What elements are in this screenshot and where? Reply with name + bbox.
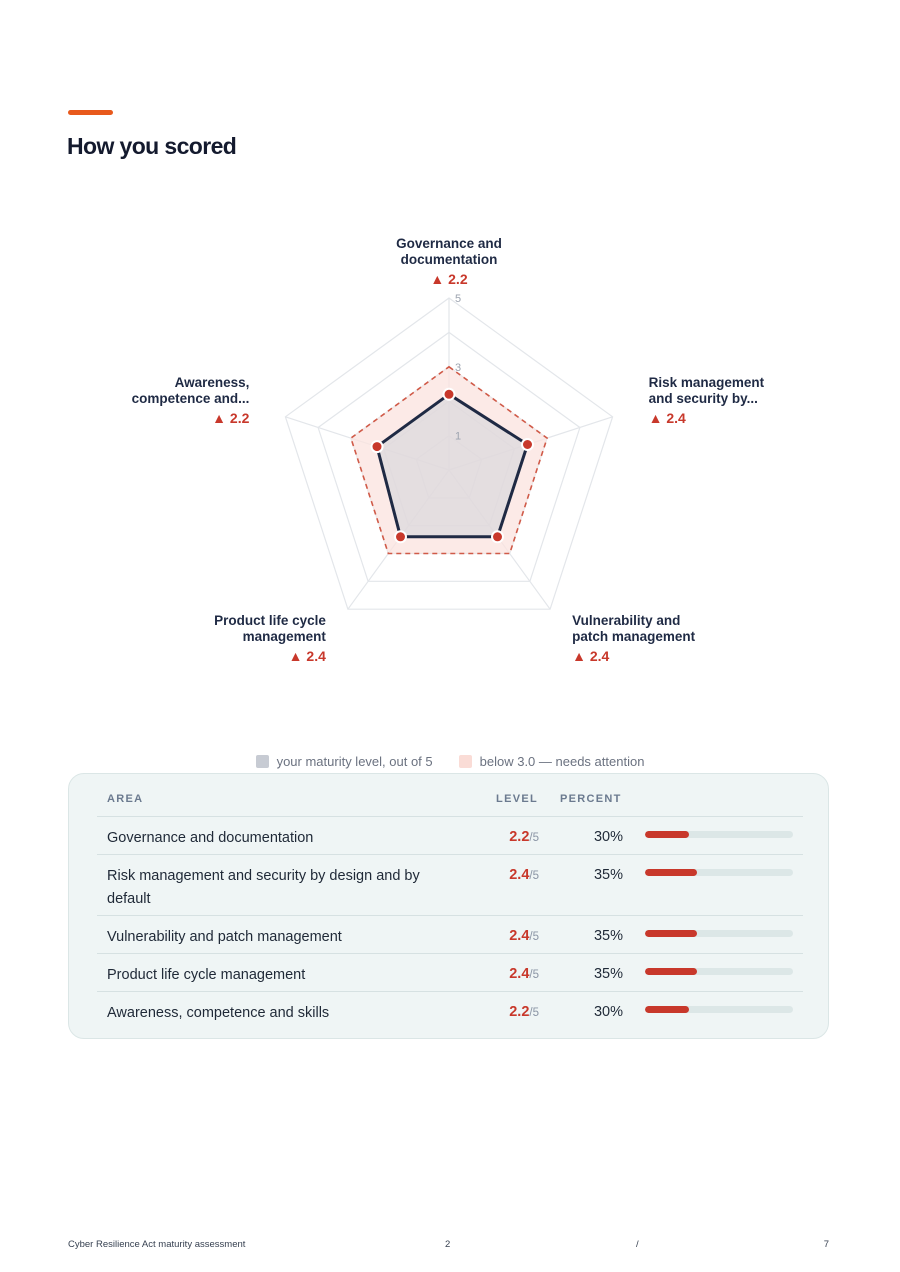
row-level-value: 2.2 bbox=[509, 1004, 530, 1020]
table-row: Vulnerability and patch management 2.4/5… bbox=[97, 915, 803, 953]
table-row: Awareness, competence and skills 2.2/5 3… bbox=[97, 991, 803, 1029]
row-percent: 30% bbox=[593, 1004, 623, 1020]
table-row: Product life cycle management 2.4/5 35% bbox=[97, 953, 803, 991]
row-area: Awareness, competence and skills bbox=[107, 1005, 330, 1021]
radar-axis-label: Risk management bbox=[649, 375, 765, 390]
row-level-value: 2.2 bbox=[509, 829, 530, 845]
header-percent: PERCENT bbox=[560, 793, 622, 805]
footer-page-number: 2 bbox=[445, 1239, 451, 1250]
radar-data-point bbox=[370, 440, 384, 454]
radar-axis-score: ▲ 2.4 bbox=[649, 410, 686, 426]
radar-data-point bbox=[394, 530, 407, 544]
row-level: 2.4/5 bbox=[509, 966, 539, 982]
chart-legend: your maturity level, out of 5 below 3.0 … bbox=[0, 754, 900, 769]
radar-axis-score: ▲ 2.2 bbox=[430, 271, 467, 287]
row-progress-fill bbox=[645, 968, 697, 975]
row-progress-track bbox=[645, 1006, 793, 1013]
legend-label-series: your maturity level, out of 5 bbox=[276, 754, 433, 769]
row-percent: 35% bbox=[593, 928, 623, 944]
table-row: Risk management and security by design a… bbox=[97, 854, 803, 915]
row-progress-track bbox=[645, 968, 793, 975]
row-level: 2.4/5 bbox=[509, 867, 539, 883]
row-level: 2.2/5 bbox=[509, 829, 539, 845]
row-percent: 30% bbox=[593, 829, 623, 845]
row-area: Governance and documentation bbox=[107, 830, 314, 846]
page-footer: Cyber Resilience Act maturity assessment… bbox=[68, 1239, 829, 1253]
radar-axis-label: Awareness, bbox=[175, 375, 250, 390]
row-level-max: /5 bbox=[529, 870, 539, 882]
legend-swatch-series bbox=[255, 755, 269, 768]
legend-item-series: your maturity level, out of 5 bbox=[255, 754, 433, 769]
radar-axis-label: Vulnerability and bbox=[572, 613, 680, 628]
radar-data-point bbox=[491, 530, 504, 544]
radar-axis-label: management bbox=[243, 629, 327, 644]
radar-tick-label: 1 bbox=[455, 431, 461, 443]
footer-separator: / bbox=[636, 1239, 639, 1250]
radar-axis-score: ▲ 2.4 bbox=[289, 648, 326, 664]
row-level: 2.4/5 bbox=[509, 928, 539, 944]
legend-item-threshold: below 3.0 — needs attention bbox=[458, 754, 645, 769]
title-accent-bar bbox=[68, 110, 113, 115]
radar-axis-score: ▲ 2.4 bbox=[572, 648, 609, 664]
row-level-max: /5 bbox=[529, 931, 539, 943]
row-level-max: /5 bbox=[529, 1007, 539, 1019]
radar-tick-label: 3 bbox=[455, 362, 461, 374]
row-area: Vulnerability and patch management bbox=[107, 929, 342, 945]
table-row: Governance and documentation 2.2/5 30% bbox=[97, 816, 803, 854]
row-level-max: /5 bbox=[529, 969, 539, 981]
score-table-card: AREA LEVEL PERCENT Governance and docume… bbox=[68, 773, 829, 1039]
radar-data-point bbox=[521, 438, 534, 451]
row-progress-fill bbox=[645, 1006, 690, 1013]
radar-tick-label: 5 bbox=[455, 293, 461, 305]
radar-axis-label: Governance and bbox=[396, 236, 502, 251]
row-percent: 35% bbox=[593, 867, 623, 883]
radar-axis-label: and security by... bbox=[649, 391, 758, 406]
radar-series-area bbox=[375, 392, 529, 539]
row-area: Product life cycle management bbox=[107, 967, 306, 983]
radar-axis-label: Product life cycle bbox=[214, 613, 326, 628]
page-title: How you scored bbox=[67, 133, 237, 159]
row-level-value: 2.4 bbox=[509, 966, 530, 982]
row-level-value: 2.4 bbox=[509, 928, 530, 944]
radar-axis-label: competence and... bbox=[132, 391, 250, 406]
row-progress-fill bbox=[645, 869, 697, 876]
footer-doc-title: Cyber Resilience Act maturity assessment bbox=[68, 1239, 246, 1250]
row-level-value: 2.4 bbox=[509, 867, 530, 883]
header-area: AREA bbox=[107, 793, 144, 805]
row-progress-fill bbox=[645, 831, 690, 838]
legend-label-threshold: below 3.0 — needs attention bbox=[479, 754, 645, 769]
row-level: 2.2/5 bbox=[509, 1004, 539, 1020]
table-header: AREA LEVEL PERCENT bbox=[69, 793, 828, 813]
radar-data-point bbox=[442, 387, 456, 401]
radar-axis-score: ▲ 2.2 bbox=[212, 410, 249, 426]
row-level-max: /5 bbox=[529, 832, 539, 844]
radar-axis-label: documentation bbox=[401, 252, 498, 267]
radar-grid-ring bbox=[284, 297, 614, 610]
row-percent: 35% bbox=[593, 966, 623, 982]
row-progress-fill bbox=[645, 930, 697, 937]
row-progress-track bbox=[645, 869, 793, 876]
table-body: Governance and documentation 2.2/5 30% R… bbox=[97, 816, 803, 1029]
radar-grid-ring bbox=[317, 331, 581, 582]
legend-swatch-threshold bbox=[458, 755, 472, 768]
row-progress-track bbox=[645, 930, 793, 937]
header-level: LEVEL bbox=[496, 793, 538, 805]
footer-total-pages: 7 bbox=[823, 1239, 829, 1250]
row-progress-track bbox=[645, 831, 793, 838]
row-area: Risk management and security by design a… bbox=[107, 868, 420, 907]
radar-axis-label: patch management bbox=[572, 629, 696, 644]
